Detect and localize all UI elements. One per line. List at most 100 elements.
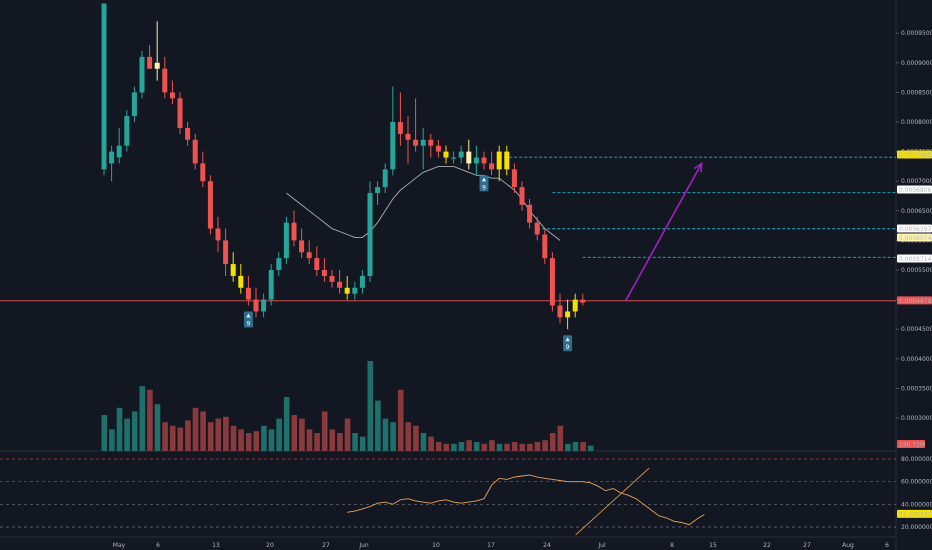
candle-body — [542, 234, 548, 259]
candle-body — [420, 139, 426, 146]
volume-bar — [549, 433, 556, 451]
volume-bar — [283, 397, 290, 451]
volume-bar — [572, 442, 579, 451]
candle-body — [473, 157, 479, 164]
candle-body — [344, 287, 350, 294]
badge-triangle-icon — [481, 177, 487, 182]
candle-body — [245, 287, 251, 300]
volume-bar — [207, 422, 214, 451]
volume-bar — [451, 443, 457, 451]
level-label-box — [897, 254, 932, 263]
candle-body — [572, 299, 578, 312]
volume-label-box — [897, 440, 925, 448]
volume-bar — [428, 436, 434, 451]
level-label: 0.0006806 — [899, 187, 932, 194]
price-tick-label: 0.0006500 — [901, 208, 932, 215]
badge-box — [563, 335, 573, 352]
volume-bar — [177, 427, 184, 451]
date-tick-label: Jul — [597, 542, 606, 549]
volume-bar — [139, 386, 146, 451]
candle-body — [283, 222, 289, 259]
candle-body — [291, 222, 297, 241]
date-tick-label: 6 — [885, 542, 889, 549]
date-tick-label: 27 — [322, 542, 330, 549]
candle-body — [223, 240, 229, 265]
candle-body — [299, 240, 305, 253]
rsi-trend-line — [575, 467, 650, 536]
current-price-label: 0.0004979 — [899, 298, 932, 305]
date-tick-label: Aug — [842, 542, 854, 549]
rsi-panel: 80.0000000 60.0000000 40.0000000 20.0000000… — [0, 456, 932, 536]
volume-bar — [101, 415, 108, 451]
volume-bar — [420, 433, 427, 451]
candle-body — [215, 228, 221, 241]
volume-bar — [223, 416, 229, 451]
candle-body — [124, 116, 130, 146]
candle-body — [481, 157, 487, 164]
candle-body — [489, 163, 495, 170]
volume-bar — [352, 433, 358, 451]
arrowhead-icon — [693, 161, 703, 173]
volume-bar — [519, 443, 526, 451]
volume-bar — [192, 407, 199, 451]
candle-body — [101, 3, 107, 170]
price-tick-label: 0.0009500 — [901, 30, 932, 37]
date-tick-label: Jun — [358, 542, 369, 549]
volume-label: 190.72M — [899, 442, 925, 449]
candle-body — [519, 187, 525, 205]
rsi-line — [347, 474, 705, 526]
candle-body — [185, 127, 191, 140]
volume-bar — [397, 389, 404, 451]
volume-bar — [329, 429, 336, 451]
volume-bar — [276, 418, 282, 451]
current-price-box — [897, 296, 932, 305]
price-tick-label: 0.0008500 — [901, 89, 932, 96]
projection-arrow — [624, 161, 703, 302]
candle-body — [253, 299, 259, 312]
volume-bar — [215, 418, 222, 451]
volume-bar — [511, 442, 518, 451]
date-tick-label: 24 — [543, 542, 551, 549]
date-tick-label: 27 — [803, 542, 811, 549]
candle-body — [116, 145, 122, 158]
volume-bar — [375, 400, 381, 451]
candle-body — [314, 258, 320, 270]
volume-bar — [466, 440, 472, 451]
volume-bar — [527, 443, 533, 451]
volume-bar — [405, 422, 412, 451]
candle-body — [162, 68, 168, 93]
volume-bar — [443, 443, 450, 451]
volume-bar — [261, 425, 267, 451]
candle-body — [169, 92, 175, 99]
candle-body — [139, 56, 145, 93]
badge-label: 9 — [482, 184, 486, 191]
candle-body — [230, 264, 236, 276]
volume-bar — [344, 418, 351, 451]
volume-bar — [238, 429, 244, 451]
volume-bar — [496, 443, 503, 451]
price-axis: 0.0009500 0.0009000 0.0008500 0.0008000 0.00… — [896, 30, 932, 449]
sequential-badges: 9 9 9 — [243, 175, 573, 352]
rsi-label-box — [897, 509, 932, 518]
candle-body — [306, 252, 312, 259]
volume-bar — [291, 415, 298, 451]
level-label-box — [897, 224, 932, 233]
level-label: 0.0006197 — [899, 226, 932, 233]
volume-bar — [124, 418, 130, 451]
candle-body — [511, 169, 517, 188]
candle-body — [580, 299, 586, 303]
badge-box — [243, 311, 253, 328]
price-tick-label: 0.0005500 — [901, 267, 932, 274]
candle-body — [177, 98, 183, 128]
candle-body — [337, 281, 343, 288]
volume-bar — [268, 429, 275, 451]
level-label: 0.0007405 — [899, 152, 932, 159]
badge-triangle-icon — [565, 337, 570, 342]
volume-bar — [435, 442, 442, 451]
candle-body — [238, 275, 244, 288]
price-tick-label: 0.0004000 — [901, 356, 932, 363]
volume-bar — [489, 440, 495, 451]
level-label-box — [897, 185, 932, 194]
